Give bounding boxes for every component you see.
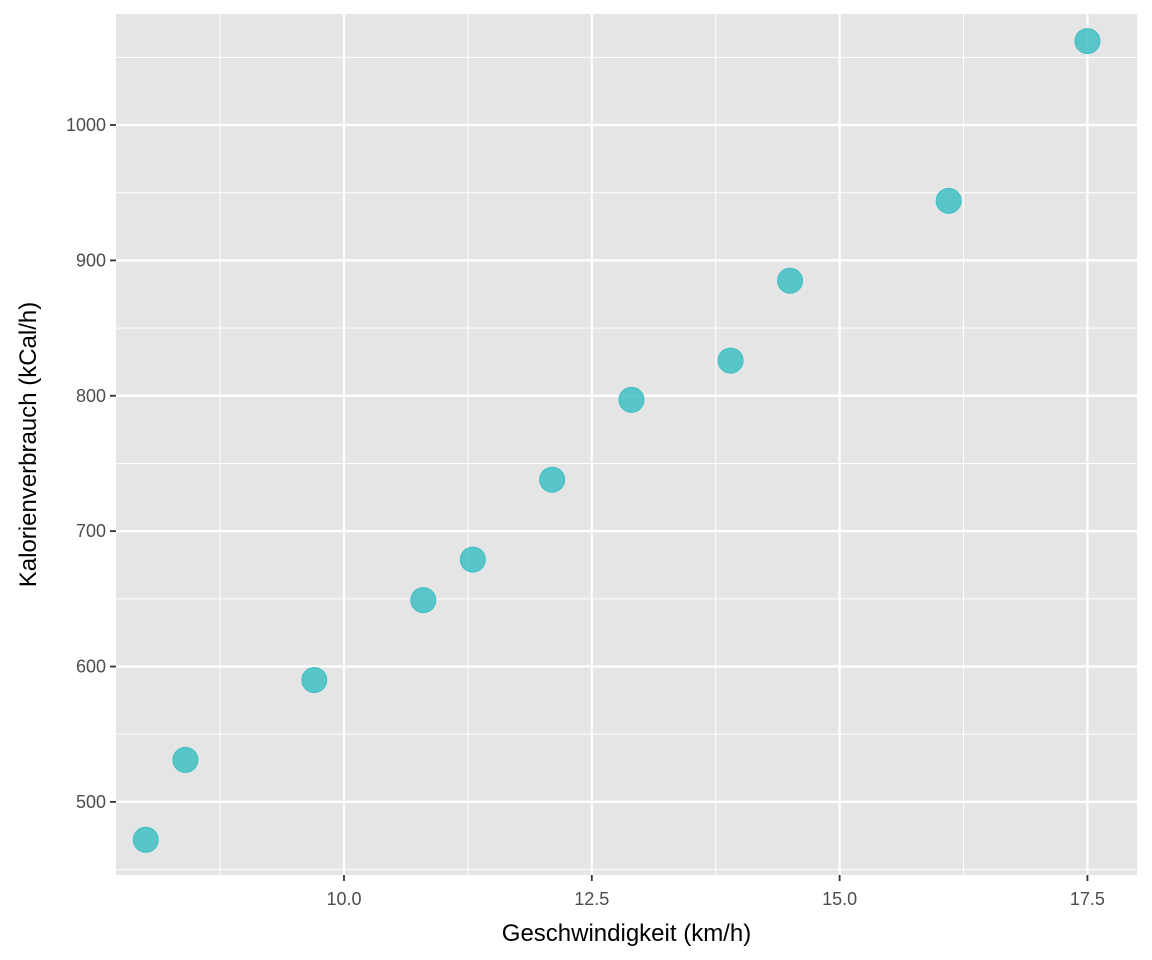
x-tick-label: 17.5 (1070, 889, 1105, 909)
data-point (459, 546, 486, 573)
x-axis-title: Geschwindigkeit (km/h) (502, 920, 751, 947)
x-axis-ticks: 10.0 12.5 15.0 17.5 (326, 875, 1105, 909)
y-tick-label: 800 (76, 386, 106, 406)
data-point (410, 587, 437, 614)
y-tick-label: 1000 (66, 115, 106, 135)
x-tick-label: 15.0 (822, 889, 857, 909)
data-point (132, 826, 159, 853)
y-tick-label: 600 (76, 657, 106, 677)
data-point (301, 667, 328, 694)
data-points (132, 28, 1101, 853)
data-point (539, 466, 566, 493)
y-axis-ticks: 500 600 700 800 900 1000 (66, 115, 116, 812)
y-tick-label: 900 (76, 250, 106, 270)
data-point (935, 187, 962, 214)
minor-gridlines (116, 14, 1137, 875)
data-point (717, 347, 744, 374)
x-tick-label: 10.0 (326, 889, 361, 909)
data-point (172, 746, 199, 773)
y-tick-label: 700 (76, 521, 106, 541)
y-axis-title: Kalorienverbrauch (kCal/h) (15, 302, 42, 587)
data-point (777, 267, 804, 294)
major-gridlines (116, 14, 1137, 875)
data-point (618, 386, 645, 413)
plot-panel (116, 14, 1137, 875)
y-tick-label: 500 (76, 792, 106, 812)
data-point (1074, 28, 1101, 55)
x-tick-label: 12.5 (574, 889, 609, 909)
